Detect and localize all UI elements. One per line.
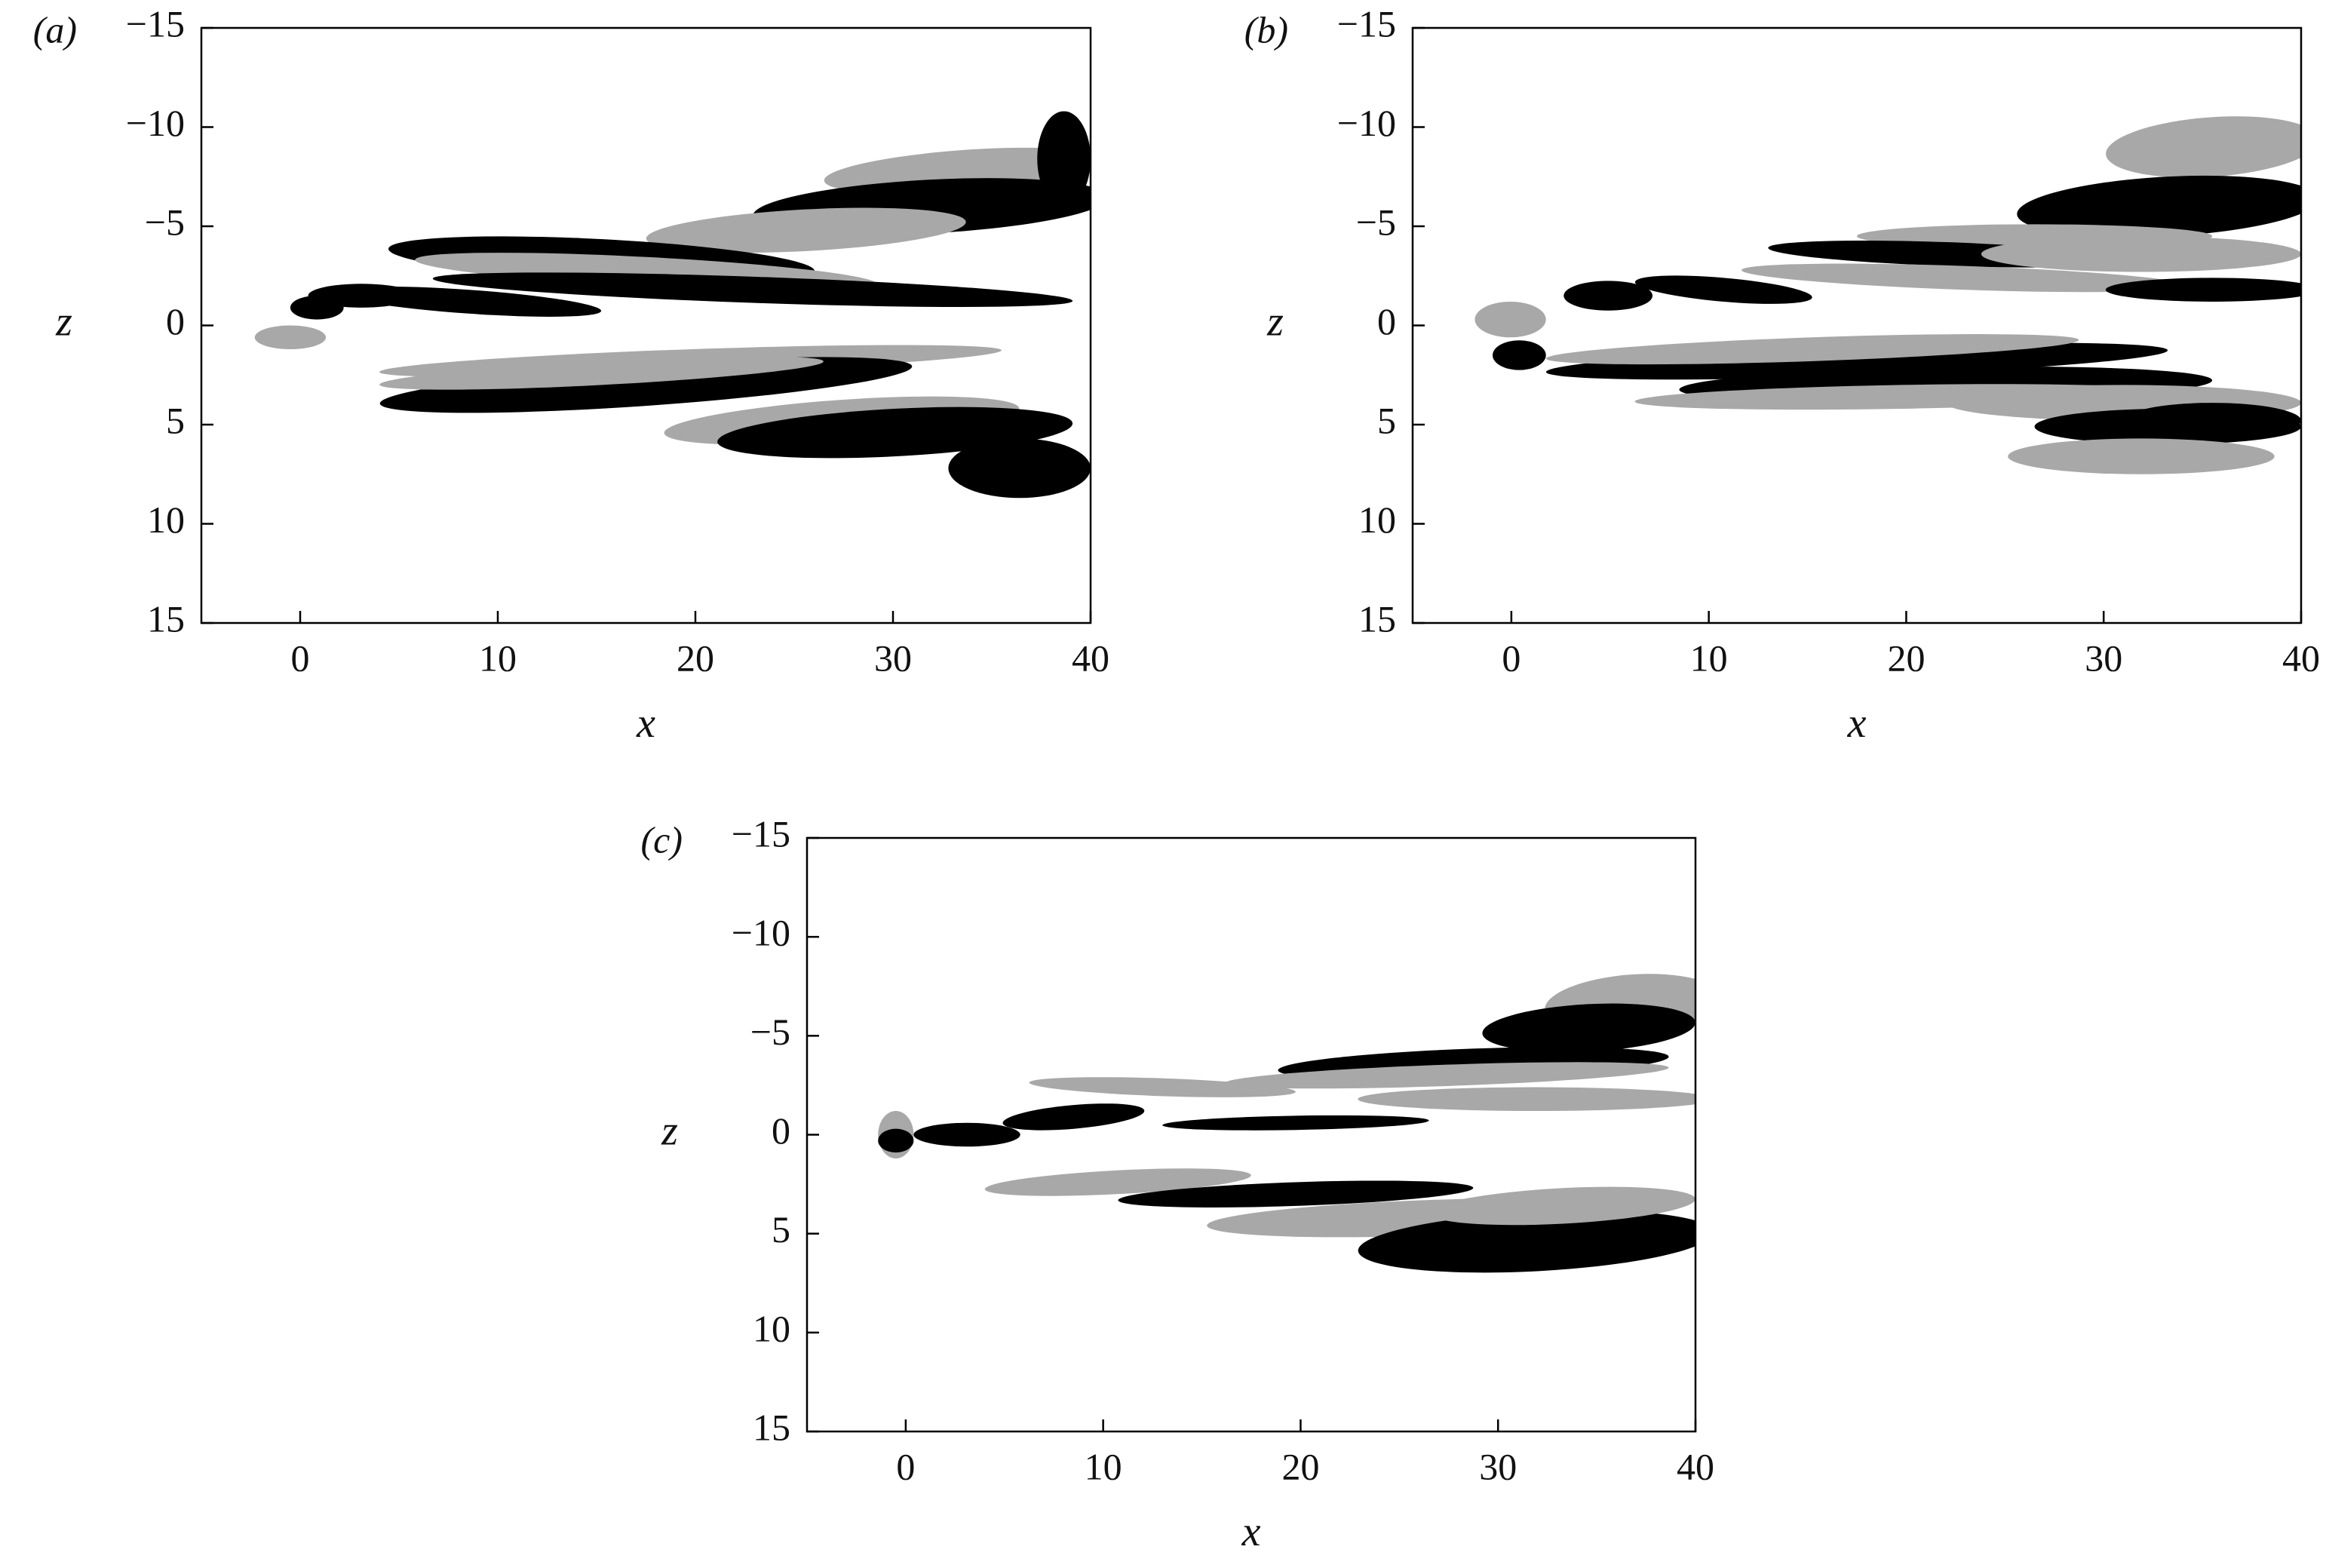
structure	[984, 1168, 1251, 1196]
structure	[379, 356, 824, 390]
structure	[1224, 1062, 1669, 1089]
y-tick-label: 5	[772, 1208, 790, 1250]
structure	[1358, 1210, 1695, 1273]
panel: 0 10 20 30 40 −15 −10 −5 0 5 10 15 x z (a)	[33, 2, 1109, 746]
x-tick-label: 20	[677, 637, 714, 679]
structure	[2017, 175, 2301, 238]
panel-label: (b)	[1244, 8, 1288, 51]
y-tick-label: −10	[126, 102, 185, 144]
structure	[2008, 438, 2275, 474]
structure	[1545, 342, 2168, 380]
x-tick-label: 0	[896, 1445, 915, 1487]
structure	[1162, 1115, 1429, 1131]
structure	[1428, 1186, 1695, 1226]
structure	[1358, 1087, 1695, 1112]
x-axis-label: x	[636, 700, 655, 747]
y-tick-label: 10	[1358, 499, 1396, 541]
structure	[254, 325, 327, 350]
panel: 0 10 20 30 40 −15 −10 −5 0 5 10 15 x z (c)	[641, 812, 1715, 1555]
structure	[1493, 340, 1546, 370]
x-tick-label: 30	[874, 637, 912, 679]
y-tick-label: 15	[147, 597, 185, 640]
isosurfaces	[254, 111, 1091, 499]
structure	[913, 1122, 1020, 1147]
x-tick-label: 0	[291, 637, 310, 679]
x-tick-label: 40	[2282, 637, 2320, 679]
y-tick-label: 5	[1377, 399, 1396, 441]
x-tick-label: 10	[479, 637, 517, 679]
x-tick-label: 0	[1502, 637, 1520, 679]
structure	[878, 1128, 914, 1153]
structure	[1474, 301, 1546, 338]
isosurfaces	[1474, 116, 2301, 474]
y-tick-label: −10	[1337, 102, 1396, 144]
structure	[1029, 1077, 1296, 1097]
y-tick-label: −15	[732, 812, 790, 855]
structure	[1563, 281, 1653, 311]
x-tick-label: 30	[1479, 1445, 1517, 1487]
y-tick-label: −5	[750, 1011, 790, 1053]
structure	[2106, 116, 2301, 178]
structure	[1741, 263, 2186, 293]
y-tick-label: 10	[147, 499, 185, 541]
structure	[1634, 275, 1812, 304]
structure	[1118, 1180, 1474, 1207]
x-tick-label: 10	[1690, 637, 1728, 679]
structure	[2123, 403, 2301, 439]
y-tick-label: 5	[166, 399, 185, 441]
structure	[1002, 1103, 1145, 1131]
structure	[379, 357, 913, 413]
panel: 0 10 20 30 40 −15 −10 −5 0 5 10 15 x z (b)	[1244, 2, 2320, 747]
structure	[1981, 236, 2301, 272]
y-tick-label: 10	[753, 1307, 790, 1349]
y-tick-label: 0	[166, 300, 185, 342]
plot-frame	[200, 26, 1092, 624]
structure	[948, 438, 1091, 499]
x-axis-label: x	[1241, 1508, 1261, 1555]
y-axis-label: z	[1266, 298, 1284, 345]
x-tick-label: 10	[1085, 1445, 1122, 1487]
x-tick-label: 40	[1677, 1445, 1714, 1487]
x-tick-label: 20	[1281, 1445, 1319, 1487]
panel-label: (a)	[33, 8, 77, 51]
structure	[290, 296, 344, 320]
y-tick-label: −10	[732, 912, 790, 954]
x-tick-label: 20	[1887, 637, 1925, 679]
y-tick-label: −15	[126, 2, 185, 44]
y-tick-label: 0	[772, 1109, 790, 1152]
y-tick-label: 15	[1358, 597, 1396, 640]
structure	[1037, 111, 1091, 207]
y-axis-label: z	[55, 298, 72, 345]
x-tick-label: 40	[1072, 637, 1109, 679]
y-tick-label: 0	[1377, 300, 1396, 342]
structure	[1545, 334, 2079, 365]
plot-frame	[1411, 26, 2303, 624]
x-tick-label: 30	[2085, 637, 2122, 679]
y-tick-label: −5	[145, 201, 185, 243]
panel-label: (c)	[641, 818, 683, 861]
structure	[646, 207, 966, 253]
isosurfaces	[878, 974, 1695, 1273]
structure	[432, 272, 1073, 307]
y-tick-label: 15	[753, 1406, 790, 1448]
y-tick-label: −5	[1356, 201, 1396, 243]
structure	[1482, 1003, 1695, 1053]
x-axis-label: x	[1847, 700, 1867, 747]
y-axis-label: z	[661, 1107, 678, 1154]
structure	[2105, 278, 2301, 302]
y-tick-label: −15	[1337, 2, 1396, 44]
